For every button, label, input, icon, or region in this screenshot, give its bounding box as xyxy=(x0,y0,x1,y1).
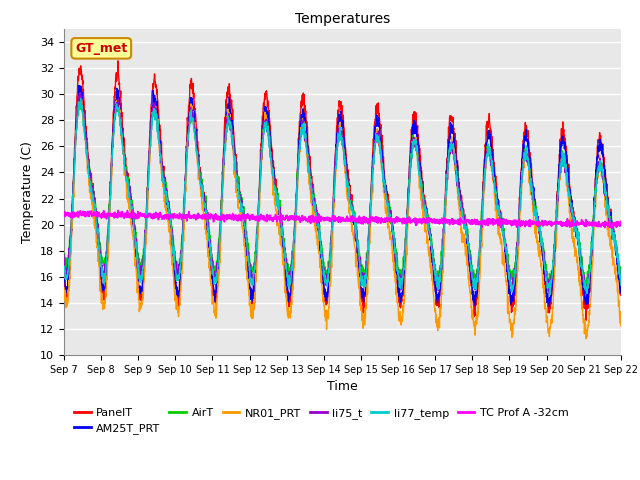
li75_t xyxy=(584,281,591,287)
Y-axis label: Temperature (C): Temperature (C) xyxy=(22,141,35,243)
li75_t xyxy=(568,211,575,217)
Text: GT_met: GT_met xyxy=(75,42,127,55)
NR01_PRT xyxy=(582,336,590,342)
AM25T_PRT xyxy=(617,290,625,296)
NR01_PRT xyxy=(60,285,68,290)
TC Prof A -32cm xyxy=(371,217,379,223)
PanelT xyxy=(617,292,625,298)
AirT xyxy=(216,226,223,232)
AirT xyxy=(75,96,83,102)
TC Prof A -32cm xyxy=(608,226,616,231)
AirT xyxy=(583,283,591,288)
NR01_PRT xyxy=(76,93,83,99)
li77_temp xyxy=(60,265,68,271)
AM25T_PRT xyxy=(216,248,223,253)
li77_temp xyxy=(504,269,512,275)
Legend: PanelT, AM25T_PRT, AirT, NR01_PRT, li75_t, li77_temp, TC Prof A -32cm: PanelT, AM25T_PRT, AirT, NR01_PRT, li75_… xyxy=(70,403,573,439)
TC Prof A -32cm xyxy=(216,215,223,221)
AM25T_PRT xyxy=(359,289,367,295)
AM25T_PRT xyxy=(371,124,379,130)
TC Prof A -32cm xyxy=(617,218,625,224)
li77_temp xyxy=(216,243,223,249)
Line: PanelT: PanelT xyxy=(64,61,621,320)
AM25T_PRT xyxy=(584,296,591,301)
PanelT xyxy=(371,119,379,125)
PanelT xyxy=(114,58,122,64)
AirT xyxy=(617,271,625,277)
AirT xyxy=(584,268,591,274)
NR01_PRT xyxy=(216,264,223,270)
AM25T_PRT xyxy=(545,304,553,310)
li77_temp xyxy=(617,282,625,288)
AirT xyxy=(568,207,575,213)
AirT xyxy=(60,251,68,257)
TC Prof A -32cm xyxy=(568,221,575,227)
Line: li77_temp: li77_temp xyxy=(64,98,621,294)
NR01_PRT xyxy=(504,307,512,312)
li75_t xyxy=(617,274,625,280)
li75_t xyxy=(60,252,68,258)
AM25T_PRT xyxy=(504,279,512,285)
li75_t xyxy=(77,90,84,96)
AM25T_PRT xyxy=(60,278,68,284)
PanelT xyxy=(216,241,223,247)
li77_temp xyxy=(77,96,84,101)
AM25T_PRT xyxy=(75,83,83,88)
Line: TC Prof A -32cm: TC Prof A -32cm xyxy=(64,210,621,228)
AirT xyxy=(371,146,379,152)
PanelT xyxy=(504,279,512,285)
NR01_PRT xyxy=(371,141,379,147)
Title: Temperatures: Temperatures xyxy=(295,12,390,26)
PanelT xyxy=(359,295,367,301)
TC Prof A -32cm xyxy=(584,222,591,228)
X-axis label: Time: Time xyxy=(327,381,358,394)
li75_t xyxy=(582,291,589,297)
TC Prof A -32cm xyxy=(504,218,512,224)
NR01_PRT xyxy=(617,323,625,329)
TC Prof A -32cm xyxy=(60,210,68,216)
TC Prof A -32cm xyxy=(359,218,367,224)
li77_temp xyxy=(568,206,576,212)
li77_temp xyxy=(371,144,379,150)
AirT xyxy=(504,262,512,267)
PanelT xyxy=(60,278,68,284)
PanelT xyxy=(582,317,590,323)
Line: AirT: AirT xyxy=(64,99,621,286)
li75_t xyxy=(371,144,379,149)
AM25T_PRT xyxy=(568,206,576,212)
li77_temp xyxy=(584,281,591,287)
PanelT xyxy=(584,300,591,306)
Line: AM25T_PRT: AM25T_PRT xyxy=(64,85,621,307)
li77_temp xyxy=(547,291,554,297)
NR01_PRT xyxy=(359,310,367,316)
li75_t xyxy=(216,239,223,244)
li75_t xyxy=(359,277,367,283)
NR01_PRT xyxy=(568,226,575,231)
AirT xyxy=(359,272,367,277)
Line: li75_t: li75_t xyxy=(64,93,621,294)
li75_t xyxy=(504,270,512,276)
TC Prof A -32cm xyxy=(129,207,136,213)
li77_temp xyxy=(359,282,367,288)
PanelT xyxy=(568,197,575,203)
NR01_PRT xyxy=(584,328,591,334)
Line: NR01_PRT: NR01_PRT xyxy=(64,96,621,339)
